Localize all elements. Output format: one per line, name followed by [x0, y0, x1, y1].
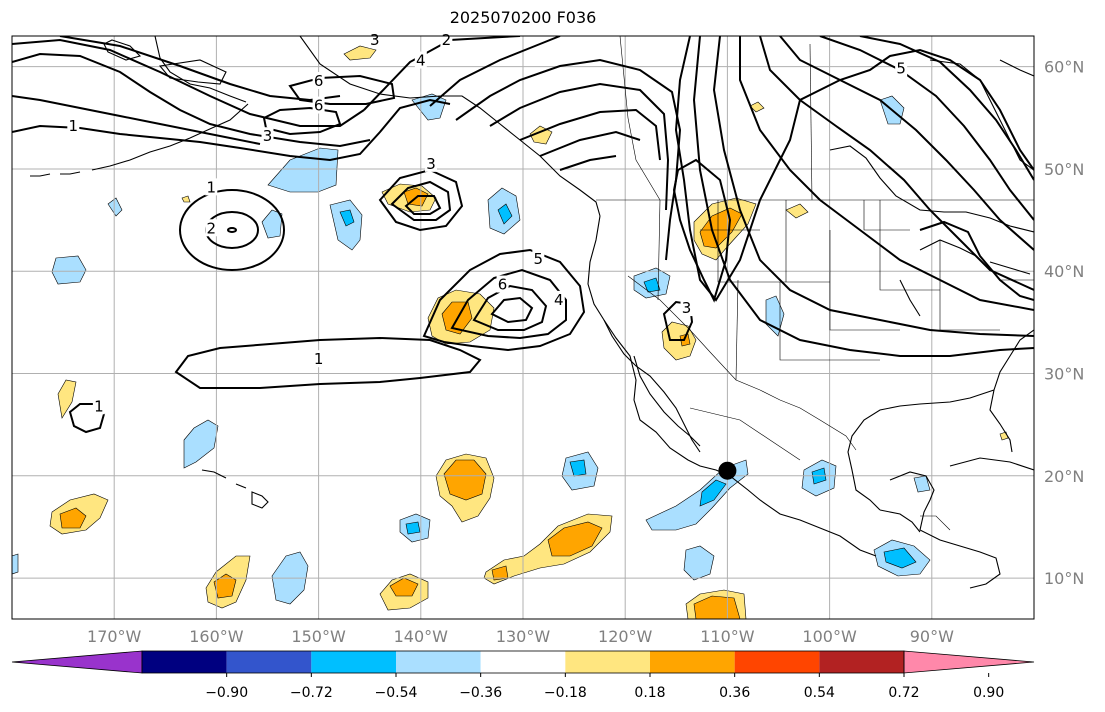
contour-label: 5 — [896, 60, 906, 78]
lon-tick-label: 120°W — [598, 627, 653, 646]
contour-label-bg — [205, 219, 218, 237]
contour-label-bg — [414, 51, 427, 69]
contour-label-bg — [532, 249, 545, 267]
contour-label: 1 — [314, 350, 324, 368]
colorbar-extend-low — [11, 650, 143, 674]
colorbar-tick-label: −0.90 — [205, 685, 248, 701]
contour-label: 3 — [682, 299, 692, 317]
contour-label: 5 — [534, 250, 544, 268]
contour-label: 4 — [416, 52, 426, 70]
contour-label: 3 — [370, 31, 380, 49]
map-title: 2025070200 F036 — [449, 8, 597, 27]
colorbar-segment — [311, 651, 396, 673]
contour-label: 2 — [442, 31, 452, 49]
lon-tick-label: 160°W — [189, 627, 244, 646]
contour-label: 2 — [207, 219, 217, 237]
contour-label-bg — [425, 154, 438, 172]
lat-tick-label: 30°N — [1044, 365, 1084, 384]
colorbar-tick-label: 0.54 — [804, 685, 835, 701]
contour-label-bg — [368, 31, 381, 49]
contour-label-bg — [261, 127, 274, 145]
colorbar-tick-label: −0.36 — [459, 685, 502, 701]
contour-label: 4 — [554, 291, 564, 309]
coastlines — [30, 36, 1034, 589]
shade-light-blue — [12, 93, 931, 605]
contour-label-bg — [680, 299, 693, 317]
lon-tick-label: 90°W — [910, 627, 954, 646]
colorbar-segment — [480, 651, 566, 673]
lon-tick-label: 100°W — [802, 627, 857, 646]
colorbar-segment — [226, 651, 312, 673]
lon-tick-label: 150°W — [291, 627, 346, 646]
contour-label-bg — [440, 31, 453, 49]
colorbar-tick-label: −0.72 — [290, 685, 333, 701]
lat-tick-label: 10°N — [1044, 569, 1084, 588]
lon-tick-label: 110°W — [700, 627, 755, 646]
contour-label: 6 — [314, 72, 324, 90]
contour-label: 3 — [426, 155, 436, 173]
contour-label-bg — [92, 397, 105, 415]
colorbar-tick-label: −0.18 — [544, 685, 587, 701]
contour-label: 6 — [314, 97, 324, 115]
lat-tick-label: 50°N — [1044, 160, 1084, 179]
colorbar-segment — [819, 651, 904, 673]
shade-sky-blue — [339, 203, 917, 569]
contour-label-bg — [312, 96, 325, 114]
colorbar-segment — [142, 651, 227, 673]
contour-label: 6 — [498, 276, 508, 294]
colorbar-tick-label: 0.90 — [973, 685, 1004, 701]
colorbar-segment — [734, 651, 820, 673]
contour-label-bg — [895, 59, 908, 77]
colorbar-segment — [565, 651, 650, 673]
contour-label: 1 — [69, 117, 79, 135]
colorbar-segment — [396, 651, 481, 673]
lon-tick-label: 170°W — [87, 627, 142, 646]
contour-label-bg — [67, 117, 80, 135]
point-marker — [718, 461, 737, 480]
contour-label: 1 — [94, 397, 104, 415]
latitude-labels: 10°N 20°N 30°N 40°N 50°N 60°N — [1044, 58, 1084, 588]
contour-label-bg — [496, 275, 509, 293]
contour-label-bg — [552, 290, 565, 308]
longitude-labels: 170°W 160°W 150°W 140°W 130°W 120°W 110°W 100°W… — [87, 627, 954, 646]
lon-tick-label: 140°W — [394, 627, 449, 646]
colorbar-tick-label: −0.54 — [375, 685, 418, 701]
contour-label-bg — [312, 72, 325, 90]
colorbar: −0.90 −0.72 −0.54 −0.36 −0.18 0.18 0.36 0.54 0.7… — [11, 650, 1035, 701]
map-frame — [11, 35, 1035, 620]
colorbar-tick-label: 0.72 — [888, 685, 919, 701]
colorbar-tick-label: 0.36 — [719, 685, 750, 701]
contour-label: 3 — [263, 127, 273, 145]
contour-label-bg — [205, 178, 218, 196]
colorbar-tick-label: 0.18 — [634, 685, 665, 701]
lat-tick-label: 60°N — [1044, 58, 1084, 77]
colorbar-segment — [650, 651, 735, 673]
contour-label-bg — [312, 350, 325, 368]
lat-tick-label: 40°N — [1044, 262, 1084, 281]
shade-yellow — [49, 45, 1009, 619]
gridlines — [12, 36, 1034, 619]
lon-tick-label: 130°W — [496, 627, 551, 646]
contour-label: 1 — [207, 178, 217, 196]
colorbar-frame — [141, 650, 905, 674]
shaded-anomaly-layer — [12, 45, 1009, 619]
shade-orange — [59, 187, 743, 619]
colorbar-extend-high — [903, 650, 1035, 674]
lat-tick-label: 20°N — [1044, 467, 1084, 486]
